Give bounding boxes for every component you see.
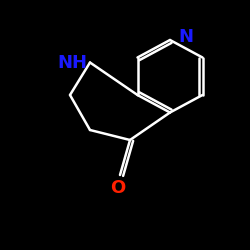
Text: O: O xyxy=(110,179,125,197)
Text: NH: NH xyxy=(58,54,88,72)
Text: N: N xyxy=(179,28,194,46)
